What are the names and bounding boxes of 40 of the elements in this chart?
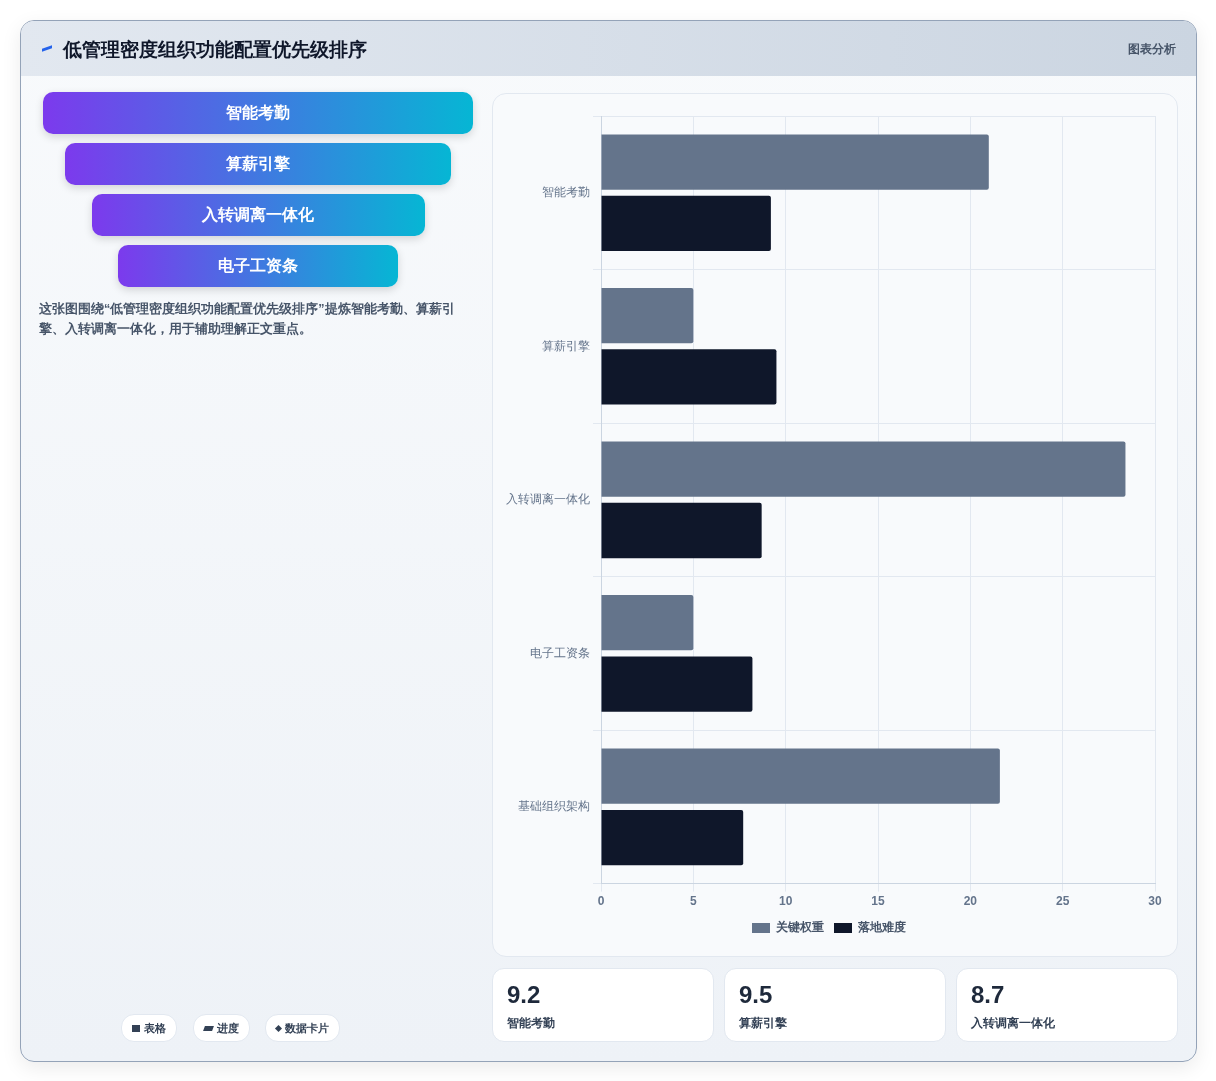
bar (601, 594, 694, 651)
category-label: 入转调离一体化 (971, 1015, 1055, 1032)
bar (601, 656, 753, 712)
text: 图表分析 (1128, 41, 1176, 58)
category-label: 智能考勤 (507, 1015, 555, 1032)
category-label: 算薪引擎 (65, 143, 451, 185)
y-tick-label: 算薪引擎 (542, 338, 590, 353)
y-tick-label: 入转调离一体化 (506, 492, 590, 507)
x-tick-label: 15 (871, 894, 885, 909)
legend-label: 关键权重 (775, 920, 824, 935)
x-tick-label: 30 (1148, 894, 1162, 909)
category-label: 智能考勤 (43, 92, 473, 134)
y-tick-label: 电子工资条 (530, 645, 590, 660)
category-label: 入转调离一体化 (91, 194, 425, 236)
text: 进度 (217, 1020, 239, 1036)
text: 数据卡片 (285, 1020, 329, 1036)
category-label: 电子工资条 (118, 245, 398, 287)
bar (601, 195, 771, 252)
data-label: 8.7 (971, 981, 1005, 1009)
bar (601, 441, 1126, 497)
x-tick-label: 5 (689, 894, 697, 909)
y-tick-label: 智能考勤 (542, 185, 590, 200)
bar (601, 748, 1000, 804)
data-label: 9.5 (739, 981, 773, 1009)
category-label: 算薪引擎 (739, 1015, 787, 1032)
bar (601, 287, 694, 344)
text: 这张图围绕“低管理密度组织功能配置优先级排序”提炼智能考勤、算薪引擎、入转调离一体化，用于辅助理解正文重点。 (39, 300, 456, 338)
text: 低管理密度组织功能配置优先级排序 (63, 38, 367, 62)
x-tick-label: 20 (963, 894, 978, 909)
bar (601, 502, 762, 559)
y-tick-label: 基础组织架构 (518, 799, 590, 814)
data-label: 9.2 (507, 981, 541, 1009)
legend-label: 落地难度 (857, 920, 906, 935)
text: 表格 (144, 1020, 166, 1036)
bar (601, 349, 777, 405)
bar (601, 809, 744, 866)
bar (601, 134, 989, 190)
x-tick-label: 25 (1055, 894, 1070, 909)
x-tick-label: 0 (597, 894, 605, 909)
x-tick-label: 10 (778, 894, 793, 909)
